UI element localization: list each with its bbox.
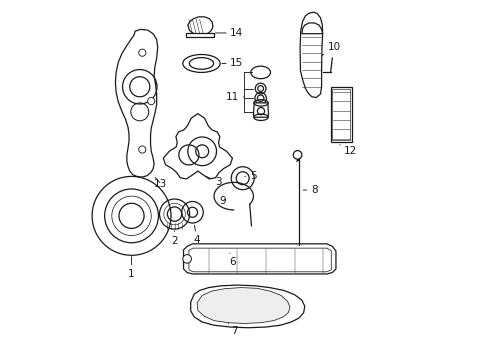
Circle shape [139, 146, 145, 153]
Text: 12: 12 [339, 145, 357, 156]
Polygon shape [197, 288, 289, 323]
Polygon shape [186, 33, 214, 37]
Text: 3: 3 [205, 176, 221, 187]
Polygon shape [183, 244, 335, 274]
Polygon shape [115, 30, 158, 177]
Polygon shape [300, 12, 322, 98]
Text: 2: 2 [171, 231, 178, 246]
Text: 4: 4 [193, 225, 200, 245]
Polygon shape [163, 114, 232, 179]
Polygon shape [301, 23, 322, 34]
Text: 9: 9 [219, 196, 225, 206]
Polygon shape [330, 87, 351, 142]
Circle shape [139, 49, 145, 56]
Text: 13: 13 [154, 177, 167, 189]
Polygon shape [190, 285, 304, 328]
Polygon shape [253, 103, 268, 117]
Text: 6: 6 [229, 253, 236, 267]
Text: 8: 8 [303, 185, 317, 195]
Text: 11: 11 [225, 92, 243, 102]
Text: 5: 5 [244, 171, 256, 181]
Polygon shape [187, 17, 212, 35]
Circle shape [183, 255, 191, 263]
Text: 7: 7 [228, 323, 237, 336]
Text: 1: 1 [128, 257, 135, 279]
Text: 14: 14 [215, 28, 243, 38]
Circle shape [147, 98, 155, 105]
Text: 15: 15 [222, 58, 243, 68]
Text: 10: 10 [322, 42, 340, 55]
